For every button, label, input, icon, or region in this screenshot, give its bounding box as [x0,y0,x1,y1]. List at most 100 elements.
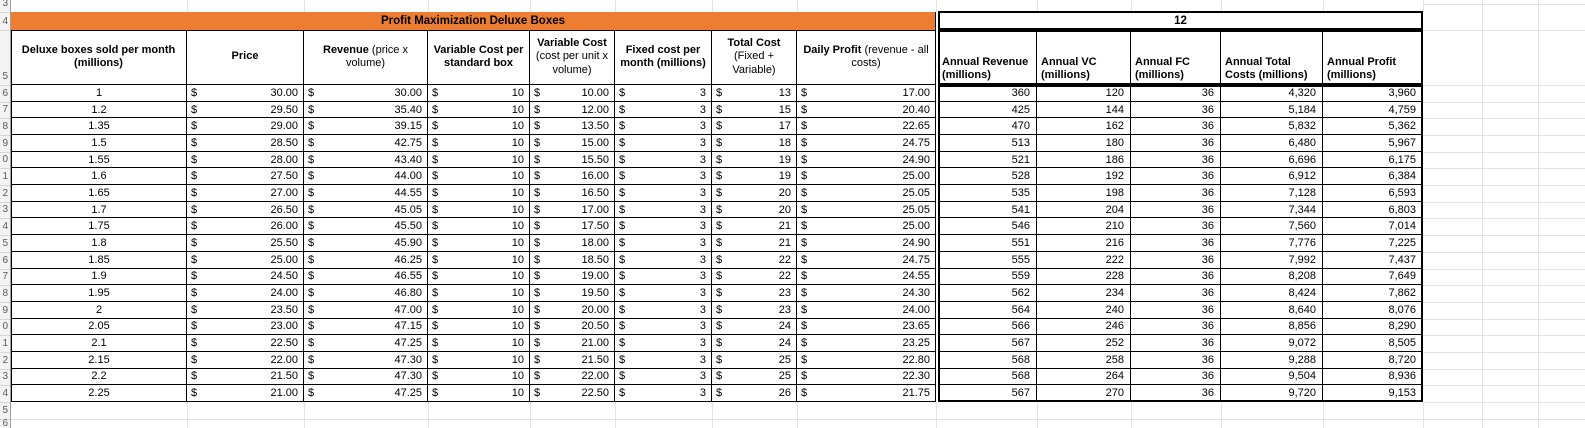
cell-annual-fc[interactable]: 36 [1131,251,1221,269]
cell-vc-per-unit[interactable]: $10 [428,235,530,252]
cell-volume[interactable]: 1.5 [11,135,187,152]
cell-daily-profit[interactable]: $24.75 [797,251,936,269]
cell-annual-vc[interactable]: 252 [1037,335,1131,352]
cell-annual-revenue[interactable]: 551 [938,235,1037,252]
cell-annual-fc[interactable]: 36 [1131,218,1221,236]
cell-variable-cost[interactable]: $15.50 [530,151,615,169]
cell-annual-revenue[interactable]: 562 [938,285,1037,302]
cell-volume[interactable]: 2.15 [11,351,187,369]
cell-variable-cost[interactable]: $15.00 [530,135,615,152]
row-number[interactable]: 6 [2,418,8,428]
cell-volume[interactable]: 2.25 [11,385,187,402]
cell-total-cost[interactable]: $21 [712,235,797,252]
cell-daily-profit[interactable]: $25.05 [797,201,936,219]
cell-annual-profit[interactable]: 5,362 [1323,118,1423,136]
cell-volume[interactable]: 1.65 [11,185,187,202]
cell-annual-fc[interactable]: 36 [1131,385,1221,402]
cell-fixed-cost[interactable]: $3 [615,218,712,236]
cell-annual-fc[interactable]: 36 [1131,301,1221,319]
cell-annual-fc[interactable]: 36 [1131,185,1221,202]
cell-fixed-cost[interactable]: $3 [615,301,712,319]
cell-total-cost[interactable]: $23 [712,285,797,302]
cell-annual-profit[interactable]: 7,437 [1323,251,1423,269]
cell-revenue[interactable]: $45.05 [304,201,428,219]
cell-annual-profit[interactable]: 7,225 [1323,235,1423,252]
cell-total-cost[interactable]: $25 [712,351,797,369]
cell-annual-revenue[interactable]: 546 [938,218,1037,236]
cell-vc-per-unit[interactable]: $10 [428,185,530,202]
cell-variable-cost[interactable]: $20.50 [530,318,615,336]
row-number[interactable]: 8 [2,121,8,133]
cell-price[interactable]: $26.50 [187,201,304,219]
cell-fixed-cost[interactable]: $3 [615,118,712,136]
row-number[interactable]: 3 [2,0,8,9]
row-number[interactable]: 5 [2,237,8,249]
cell-annual-vc[interactable]: 228 [1037,268,1131,286]
column-header-annual-profit[interactable]: Annual Profit (millions) [1323,30,1423,85]
cell-revenue[interactable]: $46.80 [304,285,428,302]
cell-annual-fc[interactable]: 36 [1131,135,1221,152]
cell-revenue[interactable]: $47.30 [304,351,428,369]
row-number[interactable]: 0 [2,321,8,333]
cell-price[interactable]: $28.00 [187,151,304,169]
cell-variable-cost[interactable]: $13.50 [530,118,615,136]
cell-annual-vc[interactable]: 144 [1037,101,1131,119]
cell-variable-cost[interactable]: $20.00 [530,301,615,319]
cell-price[interactable]: $23.50 [187,301,304,319]
cell-fixed-cost[interactable]: $3 [615,201,712,219]
cell-price[interactable]: $21.00 [187,385,304,402]
cell-annual-vc[interactable]: 234 [1037,285,1131,302]
cell-annual-fc[interactable]: 36 [1131,368,1221,386]
cell-daily-profit[interactable]: $20.40 [797,101,936,119]
cell-daily-profit[interactable]: $25.00 [797,168,936,186]
cell-annual-vc[interactable]: 180 [1037,135,1131,152]
cell-total-cost[interactable]: $22 [712,268,797,286]
cell-annual-vc[interactable]: 240 [1037,301,1131,319]
row-number[interactable]: 5 [2,404,8,416]
cell-vc-per-unit[interactable]: $10 [428,351,530,369]
cell-annual-fc[interactable]: 36 [1131,335,1221,352]
cell-price[interactable]: $23.00 [187,318,304,336]
cell-daily-profit[interactable]: $22.80 [797,351,936,369]
cell-total-cost[interactable]: $22 [712,251,797,269]
cell-variable-cost[interactable]: $16.00 [530,168,615,186]
cell-total-cost[interactable]: $23 [712,301,797,319]
cell-fixed-cost[interactable]: $3 [615,135,712,152]
cell-revenue[interactable]: $45.90 [304,235,428,252]
cell-revenue[interactable]: $47.00 [304,301,428,319]
cell-annual-revenue[interactable]: 567 [938,385,1037,402]
cell-revenue[interactable]: $44.00 [304,168,428,186]
cell-annual-profit[interactable]: 6,175 [1323,151,1423,169]
cell-fixed-cost[interactable]: $3 [615,85,712,102]
cell-annual-vc[interactable]: 198 [1037,185,1131,202]
cell-vc-per-unit[interactable]: $10 [428,368,530,386]
cell-annual-total-costs[interactable]: 6,480 [1221,135,1323,152]
cell-fixed-cost[interactable]: $3 [615,351,712,369]
cell-fixed-cost[interactable]: $3 [615,368,712,386]
cell-total-cost[interactable]: $17 [712,118,797,136]
row-number[interactable]: 2 [2,354,8,366]
cell-daily-profit[interactable]: $23.65 [797,318,936,336]
row-number[interactable]: 1 [2,337,8,349]
cell-annual-total-costs[interactable]: 8,640 [1221,301,1323,319]
cell-total-cost[interactable]: $13 [712,85,797,102]
cell-annual-fc[interactable]: 36 [1131,285,1221,302]
cell-vc-per-unit[interactable]: $10 [428,201,530,219]
cell-vc-per-unit[interactable]: $10 [428,218,530,236]
cell-total-cost[interactable]: $20 [712,201,797,219]
cell-vc-per-unit[interactable]: $10 [428,168,530,186]
cell-annual-total-costs[interactable]: 8,208 [1221,268,1323,286]
cell-variable-cost[interactable]: $21.50 [530,351,615,369]
cell-annual-revenue[interactable]: 360 [938,85,1037,102]
cell-variable-cost[interactable]: $19.50 [530,285,615,302]
cell-annual-revenue[interactable]: 564 [938,301,1037,319]
cell-annual-revenue[interactable]: 521 [938,151,1037,169]
cell-revenue[interactable]: $47.15 [304,318,428,336]
column-header-annual-vc[interactable]: Annual VC (millions) [1037,30,1131,85]
cell-annual-total-costs[interactable]: 4,320 [1221,85,1323,102]
cell-annual-profit[interactable]: 8,076 [1323,301,1423,319]
cell-annual-revenue[interactable]: 425 [938,101,1037,119]
row-number[interactable]: 3 [2,371,8,383]
cell-annual-fc[interactable]: 36 [1131,151,1221,169]
cell-volume[interactable]: 1.55 [11,151,187,169]
